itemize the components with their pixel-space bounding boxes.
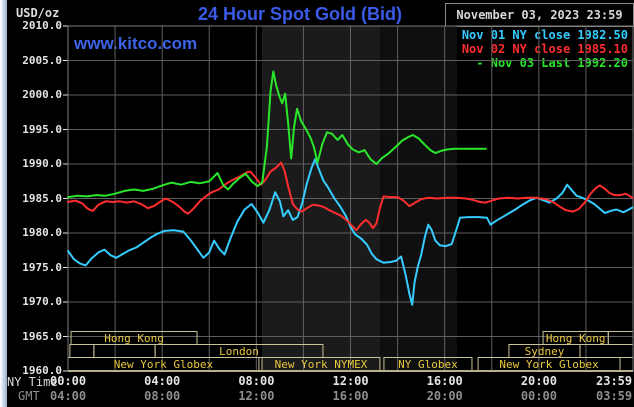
legend-dash-nov03: - bbox=[476, 56, 484, 70]
session-label-hong-kong: Hong Kong bbox=[104, 332, 164, 345]
x-tick-label-gmt: 08:00 bbox=[144, 389, 181, 403]
session-label-hong-kong: Hong Kong bbox=[546, 332, 606, 345]
session-box bbox=[69, 344, 95, 358]
price-line-nov-03 bbox=[67, 70, 487, 199]
legend-item-nov03: - Nov 03 Last 1992.20 bbox=[476, 56, 628, 70]
session-label-new-york-globex: New York Globex bbox=[114, 358, 214, 371]
x-tick-label-ny: 08:00 bbox=[238, 374, 275, 388]
session-label-ny-globex: NY Globex bbox=[398, 358, 458, 371]
window-edge-strip bbox=[0, 0, 7, 407]
datetime-text: November 03, 2023 23:59 bbox=[456, 8, 623, 22]
legend-item-nov02: - Nov 02 NY close 1985.10 bbox=[447, 42, 628, 56]
y-tick-label: 1965.0 bbox=[22, 329, 62, 343]
session-label-new-york-nymex: New York NYMEX bbox=[275, 358, 368, 371]
x-tick-label-ny: 20:00 bbox=[520, 374, 557, 388]
ny-time-axis-caption: NY Time bbox=[7, 375, 58, 389]
x-tick-label-gmt: 12:00 bbox=[238, 389, 275, 403]
session-box bbox=[579, 344, 634, 358]
y-tick-label: 1975.0 bbox=[22, 260, 62, 274]
price-line-nov-01 bbox=[67, 158, 634, 306]
y-tick-label: 2000.0 bbox=[22, 88, 62, 101]
x-tick-label-ny: 04:00 bbox=[144, 374, 181, 388]
y-tick-label: 1990.0 bbox=[22, 157, 62, 170]
x-tick-label-ny: 00:00 bbox=[50, 374, 87, 388]
x-tick-label-gmt: 00:00 bbox=[520, 389, 557, 403]
x-tick-label-gmt: 04:00 bbox=[50, 389, 87, 403]
y-tick-label: 1970.0 bbox=[22, 295, 62, 308]
legend-label-nov02: Nov 02 NY close 1985.10 bbox=[461, 42, 628, 56]
price-line-nov-02 bbox=[67, 161, 634, 232]
x-tick-label-gmt: 16:00 bbox=[332, 389, 369, 403]
session-label-sydney: Sydney bbox=[525, 345, 565, 358]
x-tick-label-ny: 12:00 bbox=[332, 374, 369, 388]
x-tick-label-ny: 23:59 bbox=[596, 374, 633, 388]
chart-legend: - Nov 01 NY close 1982.50 - Nov 02 NY cl… bbox=[447, 28, 628, 70]
y-tick-label: 2010.0 bbox=[22, 19, 62, 32]
session-label-new-york-globex: New York Globex bbox=[499, 358, 599, 371]
y-axis-units-label: USD/oz bbox=[16, 6, 60, 20]
chart-title: 24 Hour Spot Gold (Bid) bbox=[198, 4, 402, 24]
session-label-london: London bbox=[219, 345, 259, 358]
legend-label-nov01: Nov 01 NY close 1982.50 bbox=[461, 28, 628, 42]
y-tick-label: 1960.0 bbox=[22, 364, 62, 377]
session-box bbox=[607, 331, 634, 345]
session-box bbox=[93, 344, 156, 358]
y-tick-label: 2005.0 bbox=[22, 53, 62, 67]
gmt-axis-caption: GMT bbox=[18, 389, 40, 403]
x-tick-label-gmt: 20:00 bbox=[426, 389, 463, 403]
y-tick-label: 1980.0 bbox=[22, 226, 62, 239]
y-tick-label: 1995.0 bbox=[22, 122, 62, 136]
kitco-watermark-link[interactable]: www.kitco.com bbox=[74, 34, 198, 53]
legend-label-nov03: Nov 03 Last 1992.20 bbox=[490, 56, 628, 70]
x-tick-label-ny: 16:00 bbox=[426, 374, 463, 388]
x-tick-label-gmt: 03:59 bbox=[596, 389, 633, 403]
y-tick-label: 1985.0 bbox=[22, 191, 62, 205]
